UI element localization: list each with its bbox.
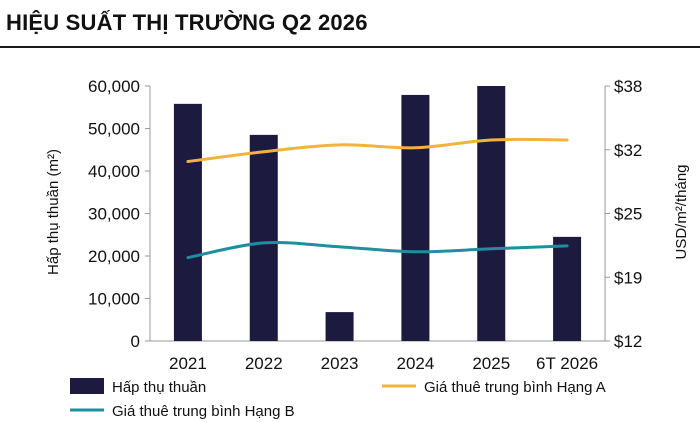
right-tick-label: $32 <box>614 141 642 160</box>
x-tick-label: 2021 <box>169 354 207 373</box>
absorption-bar <box>173 103 202 341</box>
absorption-bar <box>325 312 354 341</box>
right-tick-label: $12 <box>614 332 642 351</box>
absorption-bar <box>401 94 430 341</box>
right-axis-title: USD/m²/tháng <box>673 164 690 259</box>
left-tick-label: 60,000 <box>88 77 140 96</box>
title-divider <box>0 46 700 48</box>
legend-label-grade-b: Giá thuê trung bình Hạng B <box>112 403 295 420</box>
legend-label-absorption: Hấp thụ thuần <box>112 379 206 396</box>
absorption-bar <box>249 134 278 341</box>
right-tick-label: $38 <box>614 77 642 96</box>
absorption-bar <box>477 86 506 341</box>
legend: Hấp thụ thuần Giá thuê trung bình Hạng A G… <box>70 378 606 420</box>
bars-layer <box>173 86 582 341</box>
legend-swatch-absorption <box>70 378 104 394</box>
grade-a-rent-line <box>186 137 569 164</box>
right-tick-label: $25 <box>614 205 642 224</box>
left-tick-label: 50,000 <box>88 120 140 139</box>
x-tick-label: 6T 2026 <box>536 354 598 373</box>
x-tick-label: 2024 <box>397 354 435 373</box>
legend-label-grade-a: Giá thuê trung bình Hạng A <box>424 379 606 396</box>
left-axis-title: Hấp thụ thuần (m²) <box>45 149 62 275</box>
x-tick-label: 2022 <box>245 354 283 373</box>
absorption-bar <box>553 236 582 341</box>
left-tick-label: 40,000 <box>88 162 140 181</box>
chart-title: HIỆU SUẤT THỊ TRƯỜNG Q2 2026 <box>6 10 368 35</box>
x-tick-label: 2023 <box>321 354 359 373</box>
lines-layer <box>186 137 569 260</box>
left-tick-label: 30,000 <box>88 205 140 224</box>
ticks-layer: 0 10,000 20,000 30,000 40,000 50,000 60,000 $12… <box>88 77 642 373</box>
x-tick-label: 2025 <box>472 354 510 373</box>
left-tick-label: 20,000 <box>88 247 140 266</box>
grade-b-rent-line <box>186 241 569 260</box>
axes-layer <box>145 85 610 342</box>
right-tick-label: $19 <box>614 268 642 287</box>
left-tick-label: 0 <box>131 332 140 351</box>
left-tick-label: 10,000 <box>88 290 140 309</box>
